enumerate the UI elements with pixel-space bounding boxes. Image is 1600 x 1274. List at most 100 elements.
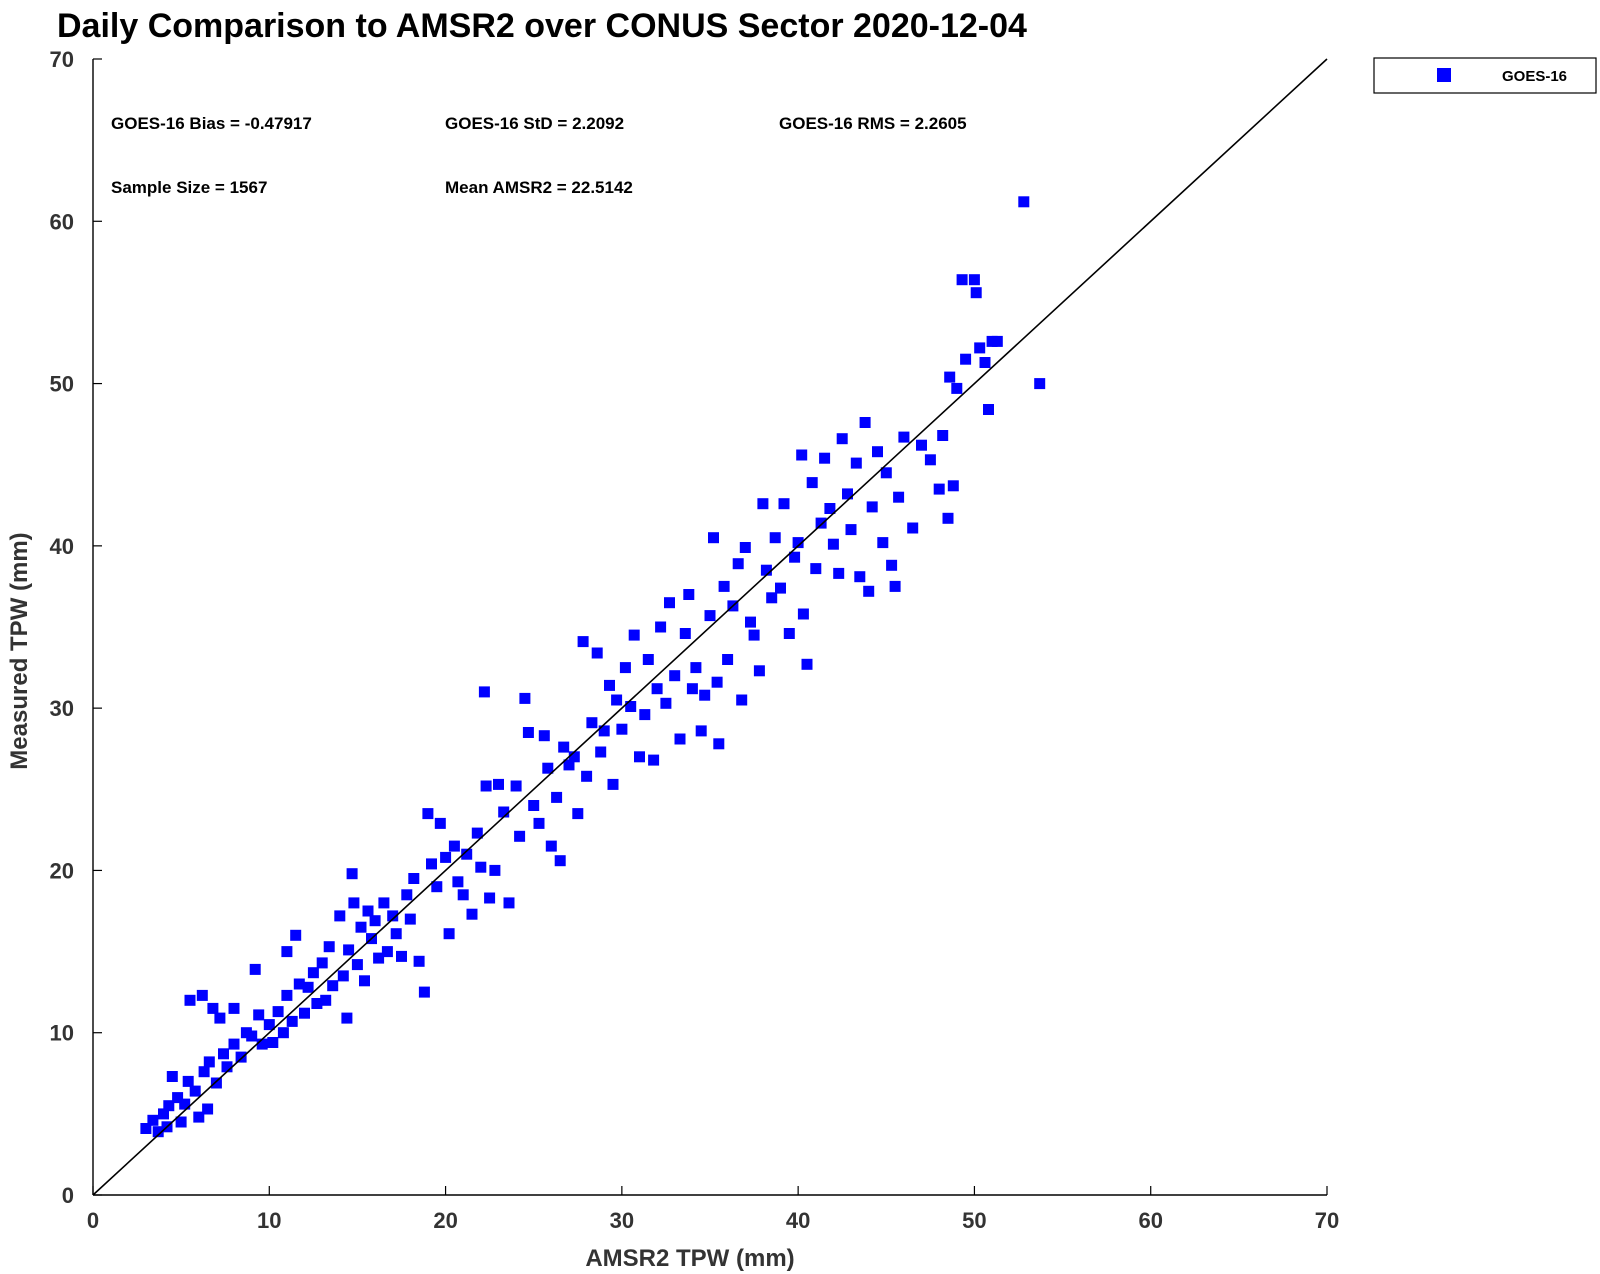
data-point [554,855,566,867]
data-point [327,980,339,992]
data-point [452,876,464,888]
data-point [760,564,772,576]
data-point [256,1038,268,1050]
data-point [898,431,910,443]
data-point [968,274,980,286]
data-point [718,580,730,592]
data-point [704,610,716,622]
data-point [413,955,425,967]
data-point [933,483,945,495]
data-point [872,446,883,458]
data-point [203,1056,215,1068]
data-point [493,778,504,790]
data-point [528,800,540,811]
data-point [893,491,905,503]
data-point [286,1015,298,1027]
data-point [457,889,469,901]
axes: 0 10 20 30 40 50 60 70 0 10 20 30 40 50 60 70 [50,47,1340,1233]
data-point [655,621,667,633]
data-point [713,738,725,750]
data-point [568,751,580,763]
legend-label-goes-16: GOES-16 [1502,68,1567,85]
data-point [478,686,490,698]
data-point [538,730,550,742]
data-point [422,808,434,820]
data-point [434,817,446,829]
data-point [960,353,972,365]
stat-rms: GOES-16 RMS = 2.2605 [779,114,967,133]
data-point [732,558,744,570]
data-point [362,905,374,917]
data-point [401,889,413,901]
x-tick-label: 10 [257,1208,281,1233]
data-point [769,532,781,544]
data-point [214,1012,226,1024]
data-point [792,537,804,549]
data-point [466,908,478,920]
data-point [801,658,813,670]
data-point [147,1114,159,1126]
data-point [711,676,723,688]
data-point [558,741,570,753]
data-point [272,1006,284,1018]
stat-sample-size: Sample Size = 1567 [111,178,267,197]
data-point [307,967,319,979]
data-point [916,439,927,451]
data-point [152,1126,164,1138]
data-point [642,654,654,665]
data-point [827,538,839,550]
data-point [503,897,515,909]
data-point [619,662,631,674]
stat-std: GOES-16 StD = 2.2092 [445,114,624,133]
data-point [836,433,848,445]
data-point [378,897,390,909]
data-point [748,629,760,641]
x-tick-label: 30 [610,1208,634,1233]
data-point [166,1071,178,1082]
data-point [249,963,261,975]
data-point [475,861,487,873]
data-point [598,725,610,737]
data-point [983,404,994,415]
data-point [611,694,623,706]
y-axis-label: Measured TPW (mm) [6,532,33,769]
data-point [263,1019,275,1031]
data-point [845,524,857,536]
data-point [198,1066,210,1078]
data-point [542,762,554,774]
data-point [373,952,385,964]
data-point [426,858,437,870]
data-point [480,780,492,792]
data-point [866,501,878,513]
x-tick-label: 60 [1138,1208,1162,1233]
data-point [163,1100,175,1112]
data-point [202,1103,214,1115]
x-tick-label: 70 [1315,1208,1339,1233]
data-point [639,709,651,721]
data-point [604,679,615,691]
data-point [581,770,593,782]
data-point [228,1002,240,1014]
data-point [545,840,557,852]
data-point [628,629,640,641]
data-point [320,994,332,1006]
data-point [533,817,545,829]
data-point [293,978,305,990]
data-point [886,559,898,571]
data-point [323,941,335,953]
data-point [577,636,589,648]
data-point [797,608,809,620]
data-point [221,1061,233,1073]
data-point [510,780,522,792]
data-point [563,759,575,771]
data-point [514,830,526,842]
data-point [951,382,963,394]
data-point [519,692,531,704]
data-point [739,542,751,553]
data-point [348,897,360,909]
data-point [708,532,719,544]
data-point [311,998,323,1009]
data-point [461,848,473,860]
x-tick-label: 0 [87,1208,99,1233]
data-point [302,981,314,993]
